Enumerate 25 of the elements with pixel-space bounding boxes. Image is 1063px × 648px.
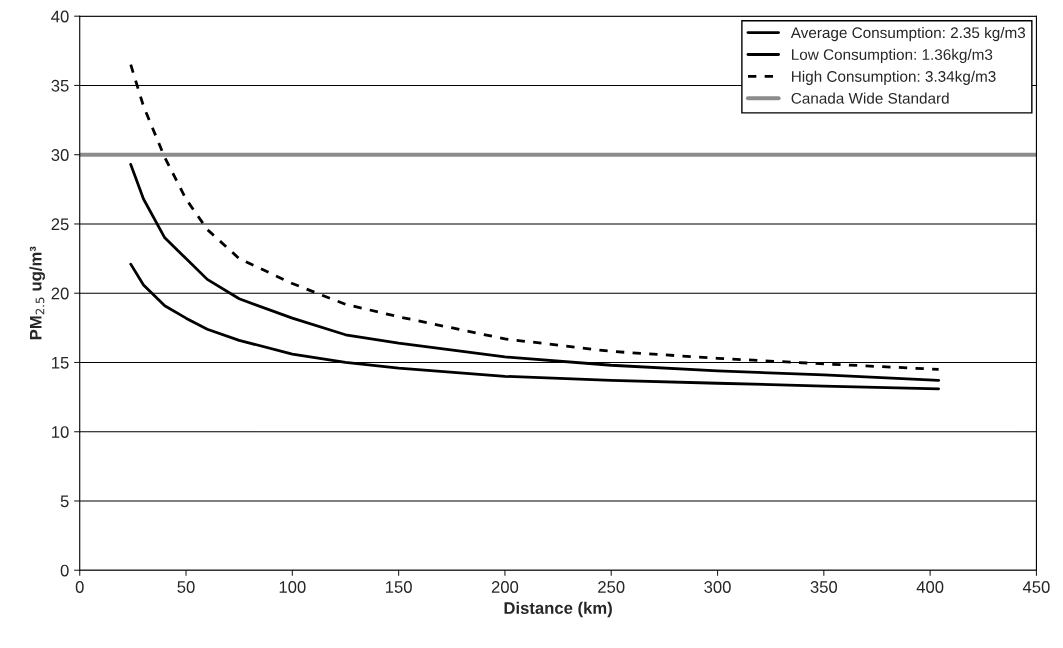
x-tick-label: 250 <box>598 581 625 593</box>
x-tick-label: 350 <box>810 581 838 593</box>
y-axis-title: PM$_{2.5}$ ug/m³ <box>29 246 45 340</box>
y-tick-label: 0 <box>60 564 69 577</box>
x-tick-label: 150 <box>385 581 412 593</box>
legend-label: Low Consumption: 1.36kg/m3 <box>792 48 993 64</box>
x-tick-label: 450 <box>1022 581 1050 593</box>
y-tick-label: 40 <box>51 10 69 23</box>
y-tick-label: 35 <box>51 79 69 92</box>
x-tick-label: 200 <box>491 581 519 593</box>
x-tick-label: 300 <box>704 581 731 593</box>
legend-label: Canada Wide Standard <box>791 92 949 104</box>
x-tick-label: 400 <box>916 581 944 593</box>
y-tick-label: 10 <box>52 426 69 438</box>
y-tick-label: 25 <box>51 218 69 231</box>
y-tick-label: 20 <box>51 287 69 300</box>
legend-label: High Consumption: 3.34kg/m3 <box>792 70 996 85</box>
x-tick-label: 0 <box>75 581 84 593</box>
y-tick-label: 5 <box>60 495 69 508</box>
x-tick-label: 50 <box>177 581 195 593</box>
x-axis-title: Distance (km) <box>504 601 612 618</box>
y-tick-label: 30 <box>51 149 69 161</box>
y-tick-label: 15 <box>52 357 69 369</box>
legend-label: Average Consumption: 2.35 kg/m3 <box>790 26 1026 42</box>
x-tick-label: 100 <box>279 581 306 593</box>
